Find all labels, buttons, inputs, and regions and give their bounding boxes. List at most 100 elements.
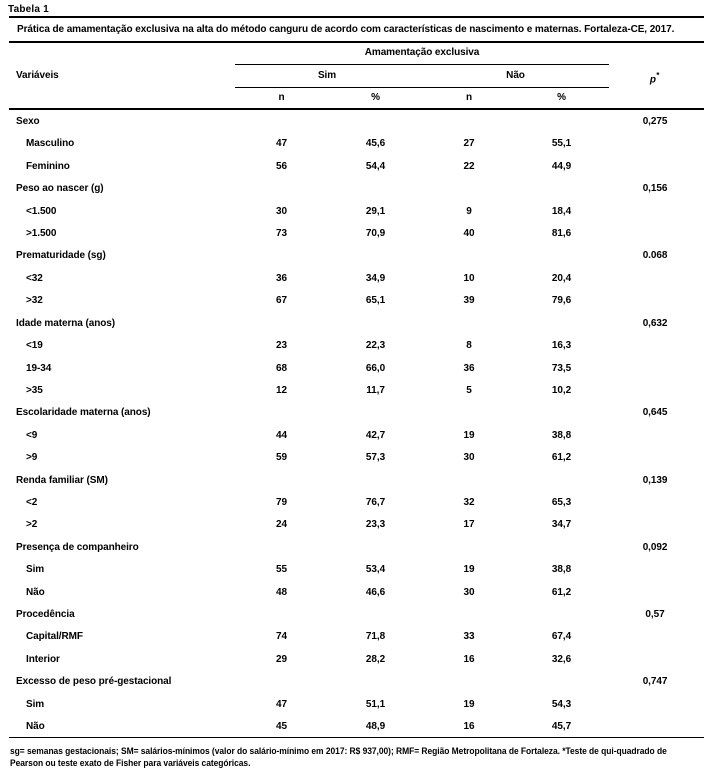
row-label: Escolaridade materna (anos) <box>16 407 151 419</box>
cell-pct_yes: 71,8 <box>365 631 386 643</box>
cell-pct_yes: 76,7 <box>365 496 386 508</box>
cell-n_yes: 30 <box>276 205 287 217</box>
row-label: <19 <box>26 340 43 352</box>
cell-pct_yes: 54,4 <box>365 160 386 172</box>
cell-n_no: 27 <box>463 138 475 150</box>
cell-n_no: 40 <box>463 228 475 240</box>
cell-pct_no: 55,1 <box>551 138 572 150</box>
column-group-header-amamentacao-exclusiva: Amamentação exclusiva <box>364 47 480 58</box>
cell-n_no: 8 <box>466 340 472 352</box>
footnote-line-1: sg= semanas gestacionais; SM= salários-m… <box>10 746 667 757</box>
cell-n_yes: 55 <box>276 564 287 576</box>
row-label: Não <box>26 586 45 598</box>
cell-p: 0,092 <box>642 541 668 553</box>
rule-header-top <box>9 41 704 43</box>
column-header-nao: Não <box>506 69 525 81</box>
row-label: <32 <box>26 272 43 284</box>
cell-n_no: 16 <box>463 653 475 665</box>
table-number-label: Tabela 1 <box>8 4 49 15</box>
cell-pct_yes: 42,7 <box>365 429 386 441</box>
cell-p: 0,57 <box>645 609 665 621</box>
cell-n_yes: 56 <box>276 160 287 172</box>
row-label: <2 <box>26 496 38 508</box>
cell-n_yes: 36 <box>276 272 287 284</box>
cell-pct_yes: 34,9 <box>365 272 386 284</box>
cell-n_no: 22 <box>463 160 475 172</box>
cell-pct_no: 61,2 <box>551 586 572 598</box>
cell-p: 0,275 <box>642 116 668 127</box>
cell-n_yes: 67 <box>276 295 287 307</box>
cell-n_yes: 73 <box>276 228 287 240</box>
row-label: Capital/RMF <box>26 631 83 643</box>
column-header-n-nao: n <box>465 92 473 103</box>
cell-n_yes: 59 <box>276 452 287 464</box>
column-header-pct-nao: % <box>557 92 566 103</box>
row-label: Não <box>26 721 45 733</box>
column-header-pct-sim: % <box>371 92 380 103</box>
cell-n_yes: 48 <box>276 586 287 598</box>
row-label: Presença de companheiro <box>16 541 139 553</box>
cell-n_no: 30 <box>463 452 475 464</box>
cell-pct_yes: 48,9 <box>365 721 386 733</box>
cell-pct_no: 65,3 <box>551 496 572 508</box>
cell-pct_no: 34,7 <box>551 519 572 531</box>
row-label: 19-34 <box>26 362 52 374</box>
row-label: Sim <box>26 698 45 710</box>
cell-n_yes: 79 <box>276 496 287 508</box>
cell-pct_no: 20,4 <box>551 272 572 284</box>
cell-pct_no: 61,2 <box>551 452 572 464</box>
cell-pct_no: 81,6 <box>551 228 572 240</box>
cell-pct_no: 38,8 <box>551 564 572 576</box>
cell-pct_no: 73,5 <box>551 362 572 374</box>
p-asterisk: * <box>655 70 660 80</box>
cell-pct_yes: 65,1 <box>365 295 386 307</box>
rule-table-bottom <box>9 736 704 739</box>
cell-n_yes: 23 <box>276 340 287 352</box>
cell-n_no: 16 <box>463 721 475 733</box>
row-label: Feminino <box>26 160 70 172</box>
cell-n_yes: 74 <box>276 631 287 643</box>
cell-n_yes: 68 <box>276 362 287 374</box>
row-label: Idade materna (anos) <box>16 317 115 329</box>
row-label: Peso ao nascer (g) <box>16 183 104 195</box>
row-label: <9 <box>26 429 38 441</box>
row-label: >1.500 <box>26 228 57 240</box>
cell-pct_yes: 70,9 <box>365 228 386 240</box>
column-header-variaveis: Variáveis <box>16 69 59 81</box>
cell-n_no: 5 <box>466 384 472 396</box>
cell-n_yes: 44 <box>276 429 287 441</box>
cell-pct_no: 32,6 <box>551 653 572 665</box>
p-label: p <box>649 73 656 85</box>
cell-n_yes: 47 <box>276 698 287 710</box>
cell-pct_yes: 23,3 <box>365 519 386 531</box>
cell-pct_yes: 45,6 <box>365 138 386 150</box>
row-label: >32 <box>26 295 43 307</box>
cell-n_no: 17 <box>463 519 475 531</box>
column-header-sim: Sim <box>317 69 337 81</box>
row-label: Procedência <box>16 609 75 621</box>
cell-p: 0,747 <box>642 676 668 688</box>
cell-p: 0,156 <box>642 183 668 195</box>
cell-n_no: 39 <box>463 295 475 307</box>
cell-n_yes: 24 <box>276 519 287 531</box>
cell-pct_no: 44,9 <box>551 160 572 172</box>
cell-n_yes: 29 <box>276 653 287 665</box>
cell-pct_yes: 11,7 <box>366 384 385 396</box>
cell-p: 0,139 <box>642 474 668 486</box>
cell-n_no: 10 <box>463 272 475 284</box>
cell-p: 0,632 <box>642 317 668 329</box>
row-label: Sim <box>26 564 45 576</box>
table-footnote: sg= semanas gestacionais; SM= salários-m… <box>10 746 667 768</box>
cell-n_no: 19 <box>463 698 475 710</box>
row-label: <1.500 <box>26 205 57 217</box>
cell-pct_no: 54,3 <box>551 698 572 710</box>
cell-n_yes: 47 <box>276 138 287 150</box>
cell-n_yes: 45 <box>276 721 287 733</box>
footnote-line-2: Pearson ou teste exato de Fisher para va… <box>10 757 251 768</box>
cell-n_no: 33 <box>463 631 475 643</box>
rule-below-header <box>9 108 704 110</box>
rule-below-group-header <box>235 63 609 65</box>
rule-below-table-label <box>9 16 704 18</box>
row-label: Interior <box>26 653 60 665</box>
cell-pct_yes: 57,3 <box>365 452 386 464</box>
